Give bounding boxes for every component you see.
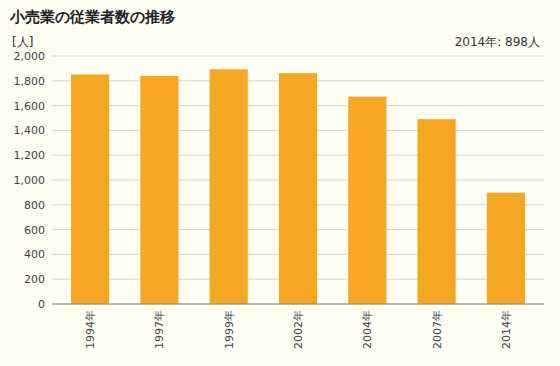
title: 小売業の従業者数の推移 (9, 8, 175, 26)
y-axis-label: [人] (12, 35, 33, 49)
x-tick-label: 1999年 (223, 310, 236, 349)
bar (279, 73, 317, 304)
bar (418, 119, 456, 304)
chart-container: 0 200 400 600 800 1,000 1,200 1,400 1,600 1,800 2,… (0, 0, 560, 366)
grid-line (52, 304, 544, 305)
y-axis: 0 200 400 600 800 1,000 1,200 1,400 1,600 1,800 2,… (14, 50, 46, 311)
y-tick-label: 1,400 (14, 124, 46, 137)
y-tick-label: 200 (24, 273, 45, 286)
bar (71, 74, 109, 304)
bar (210, 69, 248, 304)
annotation: 2014年: 898人 (455, 35, 540, 49)
x-tick-label: 2004年 (361, 310, 374, 349)
y-tick-label: 0 (38, 298, 45, 311)
x-tick-label: 2002年 (292, 310, 305, 349)
bar (487, 193, 525, 304)
x-tick-label: 1997年 (153, 310, 166, 349)
x-axis-line (52, 304, 544, 305)
x-axis: 1994年 1997年 1999年 2002年 2004年 2007年 2014年 (84, 310, 513, 349)
y-tick-label: 800 (24, 199, 45, 212)
x-tick-label: 2014年 (500, 310, 513, 349)
x-tick-label: 1994年 (84, 310, 97, 349)
y-tick-label: 1,000 (14, 174, 46, 187)
grid (52, 56, 544, 304)
chart-svg: 0 200 400 600 800 1,000 1,200 1,400 1,600 1,800 2,… (0, 0, 560, 366)
y-tick-label: 600 (24, 224, 45, 237)
y-tick-label: 400 (24, 248, 45, 261)
background (0, 0, 560, 366)
y-tick-label: 1,800 (14, 75, 46, 88)
y-tick-label: 1,200 (14, 149, 46, 162)
y-tick-label: 2,000 (14, 50, 46, 63)
grid-line (52, 56, 544, 57)
bar (348, 97, 386, 304)
bar (140, 76, 178, 304)
y-tick-label: 1,600 (14, 100, 46, 113)
x-tick-label: 2007年 (431, 310, 444, 349)
bars (71, 69, 525, 304)
